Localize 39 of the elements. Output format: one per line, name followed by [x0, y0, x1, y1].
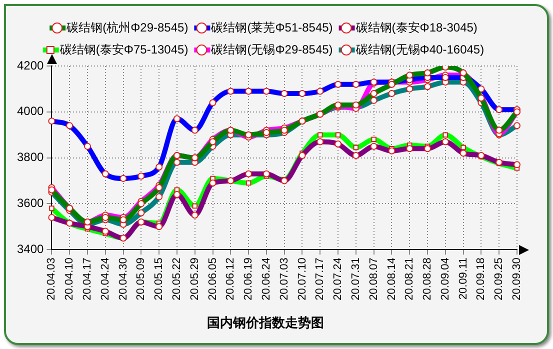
legend-label: 碳结钢(无锡Φ29-8545) — [210, 42, 333, 56]
x-tick-label: 20.09.25 — [493, 258, 506, 300]
x-tick-label: 20.04.10 — [64, 258, 76, 300]
y-tick-label: 4000 — [16, 104, 44, 118]
x-tick-label: 20.07.24 — [332, 258, 344, 300]
x-tick-label: 20.04.17 — [82, 258, 94, 300]
x-tick-label: 20.09.30 — [511, 258, 524, 300]
x-tick-label: 20.05.22 — [171, 258, 183, 300]
x-tick-label: 20.04.03 — [46, 258, 58, 300]
x-tick-label: 20.04.30 — [117, 258, 130, 300]
x-tick-label: 20.08.28 — [422, 258, 434, 300]
x-tick-label: 20.05.29 — [188, 258, 201, 300]
x-tick-label: 20.09.04 — [439, 258, 452, 300]
legend-label: 碳结钢(杭州Φ29-8545) — [66, 20, 188, 34]
x-tick-label: 20.07.03 — [278, 258, 290, 300]
legend-label: 碳结钢(泰安Φ75-13045) — [58, 42, 188, 56]
x-tick-label: 20.06.12 — [224, 258, 237, 300]
legend-label: 碳结钢(无锡Φ40-16045) — [354, 42, 484, 56]
y-tick-label: 3600 — [16, 196, 44, 210]
x-tick-label: 20.09.11 — [457, 258, 470, 300]
x-tick-label: 20.07.10 — [296, 258, 308, 300]
y-tick-label: 3400 — [16, 242, 44, 256]
x-tick-label: 20.05.15 — [153, 258, 166, 300]
x-tick-label: 20.04.24 — [99, 258, 112, 300]
x-tick-label: 20.08.07 — [368, 258, 380, 300]
x-tick-label: 20.06.24 — [260, 258, 272, 300]
x-tick-label: 20.05.09 — [135, 258, 148, 300]
x-tick-label: 20.06.19 — [242, 258, 255, 300]
x-tick-label: 20.08.21 — [404, 258, 416, 300]
legend-label: 碳结钢(泰安Φ18-3045) — [354, 20, 478, 34]
x-tick-label: 20.07.31 — [350, 258, 362, 300]
x-tick-label: 20.08.14 — [386, 258, 398, 300]
legend-label: 碳结钢(莱芜Φ51-8545) — [210, 20, 333, 34]
text: 国内钢价指数走势图 — [207, 314, 324, 330]
y-tick-label: 3800 — [16, 150, 44, 164]
x-tick-label: 20.06.05 — [206, 258, 219, 300]
x-tick-label: 20.07.17 — [314, 258, 326, 300]
x-tick-label: 20.09.18 — [475, 258, 488, 300]
y-tick-label: 4200 — [16, 58, 44, 72]
